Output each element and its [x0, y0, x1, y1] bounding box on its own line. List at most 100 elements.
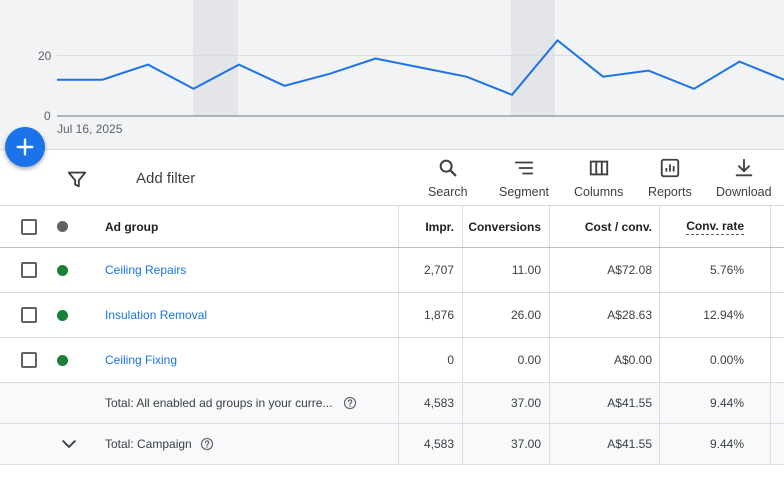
- total-campaign-label: Total: Campaign: [105, 437, 192, 451]
- column-divider: [462, 338, 463, 382]
- download-button[interactable]: Download: [716, 156, 772, 202]
- row-checkbox[interactable]: [21, 307, 37, 323]
- total-row-enabled: Total: All enabled ad groups in your cur…: [0, 383, 784, 424]
- column-divider: [398, 293, 399, 337]
- chart-shaded-band: [511, 0, 555, 116]
- segment-icon: [514, 161, 534, 175]
- line-chart-svg: 20 0 Jul 16, 2025: [38, 0, 784, 136]
- column-divider: [462, 206, 463, 247]
- columns-label: Columns: [574, 185, 624, 199]
- enabled-status-dot: [57, 309, 68, 321]
- column-divider: [770, 338, 771, 382]
- total-row-campaign: Total: Campaign 4,583 37.00 A$41.55 9.44…: [0, 424, 784, 465]
- select-all-checkbox[interactable]: [21, 218, 37, 235]
- column-divider: [462, 424, 463, 464]
- table-row: Insulation Removal 1,876 26.00 A$28.63 1…: [0, 293, 784, 338]
- status-header-dot: [57, 221, 68, 232]
- total-campaign-help-cell[interactable]: [200, 424, 216, 464]
- column-divider: [398, 338, 399, 382]
- expand-toggle[interactable]: [59, 424, 79, 464]
- column-divider: [659, 248, 660, 292]
- ad-group-link[interactable]: Ceiling Fixing: [105, 353, 178, 367]
- help-icon[interactable]: [343, 396, 357, 410]
- total-enabled-help-cell[interactable]: [343, 383, 359, 423]
- column-divider: [398, 424, 399, 464]
- header-conversions[interactable]: Conversions: [468, 219, 541, 234]
- header-conv-rate[interactable]: Conv. rate: [686, 218, 744, 235]
- cost-conv-value: A$28.63: [607, 308, 652, 322]
- x-start-label: Jul 16, 2025: [57, 122, 123, 136]
- column-divider: [462, 293, 463, 337]
- row-checkbox[interactable]: [21, 262, 37, 278]
- column-divider: [549, 206, 550, 247]
- total-enabled-label: Total: All enabled ad groups in your cur…: [105, 396, 333, 410]
- total-impr-value: 4,583: [423, 396, 454, 410]
- row-checkbox[interactable]: [21, 352, 37, 368]
- ad-group-link[interactable]: Insulation Removal: [105, 308, 208, 322]
- segment-button[interactable]: Segment: [499, 156, 549, 202]
- impr-value: 1,876: [423, 308, 454, 322]
- column-divider: [659, 383, 660, 423]
- segment-label: Segment: [499, 185, 550, 199]
- status-cell: [57, 248, 71, 292]
- header-impr[interactable]: Impr.: [425, 219, 454, 234]
- column-divider: [462, 383, 463, 423]
- filter-icon[interactable]: [66, 168, 88, 190]
- help-icon[interactable]: [200, 437, 214, 451]
- table-row: Ceiling Repairs 2,707 11.00 A$72.08 5.76…: [0, 248, 784, 293]
- series-line: [57, 39, 784, 96]
- reports-button[interactable]: Reports: [648, 156, 692, 202]
- header-conv-rate-cell[interactable]: Conv. rate: [659, 206, 744, 247]
- header-ad-group[interactable]: Ad group: [105, 219, 159, 234]
- enabled-status-dot: [57, 264, 68, 276]
- select-all-checkbox-cell[interactable]: [21, 206, 41, 247]
- column-divider: [770, 293, 771, 337]
- reports-icon: [660, 158, 680, 178]
- column-divider: [549, 248, 550, 292]
- reports-label: Reports: [648, 185, 692, 199]
- conversions-value: 0.00: [517, 353, 541, 367]
- y-tick-0: 0: [44, 109, 51, 123]
- ad-group-link[interactable]: Ceiling Repairs: [105, 263, 187, 277]
- row-checkbox-cell[interactable]: [21, 293, 41, 337]
- search-label: Search: [428, 185, 468, 199]
- column-divider: [659, 206, 660, 247]
- table-row: Ceiling Fixing 0 0.00 A$0.00 0.00%: [0, 338, 784, 383]
- column-divider: [549, 424, 550, 464]
- search-icon: [439, 159, 457, 177]
- column-divider: [549, 338, 550, 382]
- column-divider: [659, 424, 660, 464]
- column-divider: [770, 424, 771, 464]
- plus-icon: [16, 138, 34, 156]
- row-checkbox-cell[interactable]: [21, 338, 41, 382]
- columns-button[interactable]: Columns: [574, 156, 623, 202]
- cost-conv-value: A$72.08: [607, 263, 652, 277]
- column-divider: [398, 383, 399, 423]
- column-divider: [398, 248, 399, 292]
- table-toolbar: Add filter Search Segment Columns: [0, 149, 784, 206]
- add-filter-button[interactable]: Add filter: [136, 170, 196, 187]
- column-divider: [398, 206, 399, 247]
- total-impr-value: 4,583: [423, 437, 454, 451]
- total-cost-conv-value: A$41.55: [607, 437, 652, 451]
- y-tick-20: 20: [38, 49, 52, 63]
- impr-value: 0: [447, 353, 454, 367]
- conversions-value: 26.00: [510, 308, 541, 322]
- performance-chart: 20 0 Jul 16, 2025: [0, 0, 784, 149]
- total-cost-conv-value: A$41.55: [607, 396, 652, 410]
- status-cell: [57, 293, 71, 337]
- column-divider: [549, 383, 550, 423]
- create-button[interactable]: [5, 127, 45, 167]
- enabled-status-dot: [57, 354, 68, 366]
- column-divider: [659, 293, 660, 337]
- conv-rate-value: 0.00%: [709, 353, 744, 367]
- cost-conv-value: A$0.00: [613, 353, 652, 367]
- header-cost-conv[interactable]: Cost / conv.: [584, 219, 652, 234]
- total-conversions-value: 37.00: [510, 437, 541, 451]
- row-checkbox-cell[interactable]: [21, 248, 41, 292]
- table-header-row: Ad group Impr. Conversions Cost / conv. …: [0, 206, 784, 248]
- search-button[interactable]: Search: [428, 156, 468, 202]
- total-conv-rate-value: 9.44%: [709, 396, 744, 410]
- chevron-down-icon[interactable]: [59, 434, 79, 454]
- columns-icon: [589, 160, 608, 176]
